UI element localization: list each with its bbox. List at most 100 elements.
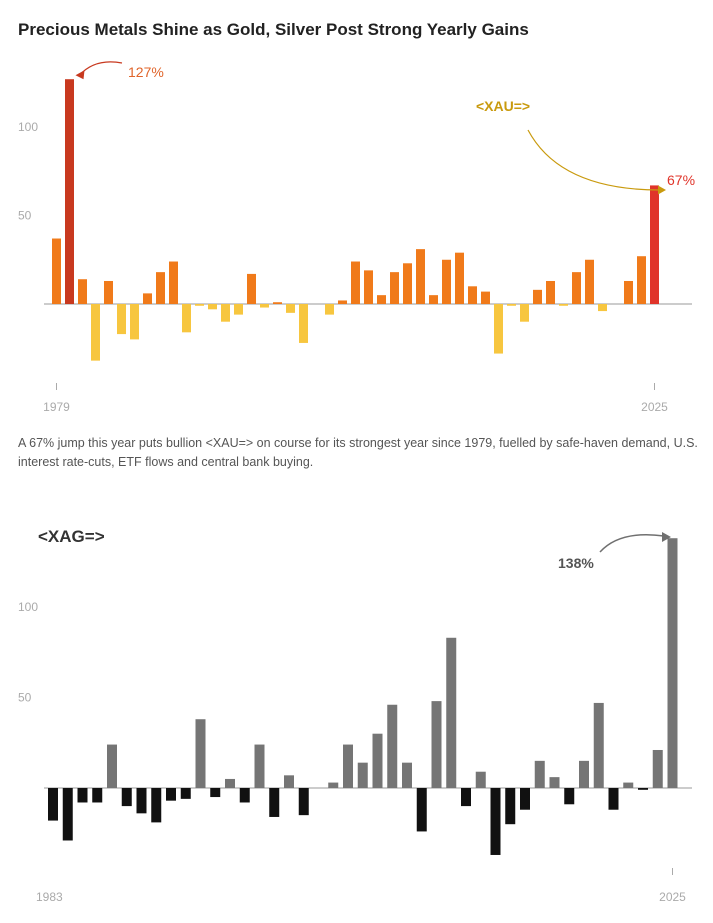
bar-1996	[239, 788, 250, 803]
chart-caption: A 67% jump this year puts bullion <XAU=>…	[18, 436, 698, 469]
bar-2003	[343, 744, 353, 788]
bar-1992	[221, 304, 230, 322]
bar-1993	[195, 719, 206, 788]
x-tick-label-end: 2025	[659, 890, 686, 904]
bar-2007	[416, 249, 425, 304]
bar-2010	[455, 252, 464, 304]
gold-chart: 50 100 1979 2025 127% <XAU=> 67%	[18, 61, 695, 414]
bar-1983	[104, 280, 113, 304]
bar-2025	[650, 185, 659, 304]
bar-1984	[117, 304, 126, 335]
bar-2011	[461, 788, 471, 807]
silver-chart: 50 100 1983 2025 <XAG=> 138%	[18, 527, 692, 904]
bar-1991	[166, 788, 176, 801]
bar-2024	[637, 256, 646, 304]
bar-1993	[234, 304, 243, 315]
annotation-label-67: 67%	[667, 172, 695, 188]
bar-2014	[505, 788, 516, 825]
bar-2016	[534, 760, 545, 788]
bar-2020	[585, 259, 594, 304]
page-title: Precious Metals Shine as Gold, Silver Po…	[18, 20, 529, 39]
bar-1982	[91, 304, 100, 361]
bar-1992	[180, 788, 191, 799]
annotation-arrow-xau	[527, 129, 661, 191]
bar-2020	[593, 702, 604, 788]
bar-2019	[579, 760, 589, 788]
series-label-xag: <XAG=>	[38, 527, 105, 546]
bar-2024	[652, 749, 663, 788]
y-tick-label-50: 50	[18, 209, 32, 223]
bar-2003	[364, 270, 373, 304]
bar-1995	[260, 304, 269, 308]
bar-1988	[169, 261, 178, 304]
bar-2004	[377, 295, 386, 304]
bar-2008	[429, 295, 438, 304]
bar-1985	[130, 304, 139, 340]
bar-2010	[446, 637, 457, 788]
bar-2018	[559, 304, 568, 306]
bar-2015	[520, 304, 529, 322]
bar-1994	[247, 273, 256, 304]
bar-1986	[143, 293, 152, 304]
bar-2021	[598, 304, 607, 312]
bar-2002	[351, 261, 360, 304]
bar-1985	[77, 788, 88, 803]
bar-2002	[328, 782, 339, 788]
x-tick-label-start: 1979	[43, 400, 70, 414]
bar-2013	[494, 304, 503, 354]
bar-2016	[533, 289, 542, 304]
annotation-arrowhead-138	[662, 532, 671, 542]
bar-2011	[468, 286, 477, 304]
bar-2017	[549, 777, 560, 788]
bar-1980	[65, 79, 74, 305]
bar-1998	[299, 304, 308, 343]
bar-2012	[475, 771, 486, 788]
bar-2012	[481, 291, 490, 304]
bar-1979	[52, 238, 61, 304]
bar-2013	[490, 788, 501, 855]
bar-2014	[507, 304, 516, 306]
bar-1990	[195, 304, 204, 306]
bar-1988	[121, 788, 132, 807]
bar-2009	[442, 259, 451, 304]
bar-2006	[403, 263, 412, 304]
bar-2021	[608, 788, 619, 810]
bar-1986	[92, 788, 103, 803]
bar-1989	[182, 304, 191, 333]
y-tick-label-50: 50	[18, 691, 32, 705]
bar-2017	[546, 280, 555, 304]
bar-1983	[48, 788, 58, 821]
bar-1984	[62, 788, 73, 841]
bar-2005	[390, 272, 399, 304]
bar-1987	[156, 272, 165, 304]
x-tick-label-end: 2025	[641, 400, 668, 414]
bar-2009	[431, 701, 442, 788]
annotation-arrow-127	[79, 61, 123, 76]
bar-2015	[520, 788, 530, 810]
bar-1994	[210, 788, 221, 798]
bar-1991	[208, 304, 217, 310]
annotation-arrowhead-127	[75, 70, 85, 80]
bar-1997	[254, 744, 265, 788]
annotation-arrowhead-xau	[658, 185, 666, 195]
bar-2008	[416, 788, 427, 832]
x-tick-label-start: 1983	[36, 890, 63, 904]
y-tick-label-100: 100	[18, 600, 38, 614]
annotation-label-127: 127%	[128, 64, 164, 80]
bar-1989	[136, 788, 147, 814]
bar-2006	[387, 704, 398, 788]
bar-2000	[325, 304, 334, 315]
bar-2023	[638, 788, 648, 790]
y-tick-label-100: 100	[18, 120, 38, 134]
bar-2023	[624, 280, 633, 304]
bar-1987	[107, 744, 117, 788]
bar-2019	[572, 272, 581, 304]
bar-1997	[286, 304, 295, 313]
bar-2004	[357, 762, 368, 788]
bar-2000	[298, 788, 309, 816]
bar-2005	[372, 733, 383, 788]
bar-1990	[151, 788, 162, 823]
series-label-xau: <XAU=>	[476, 98, 530, 114]
bar-1996	[273, 302, 282, 304]
bar-1998	[269, 788, 280, 817]
